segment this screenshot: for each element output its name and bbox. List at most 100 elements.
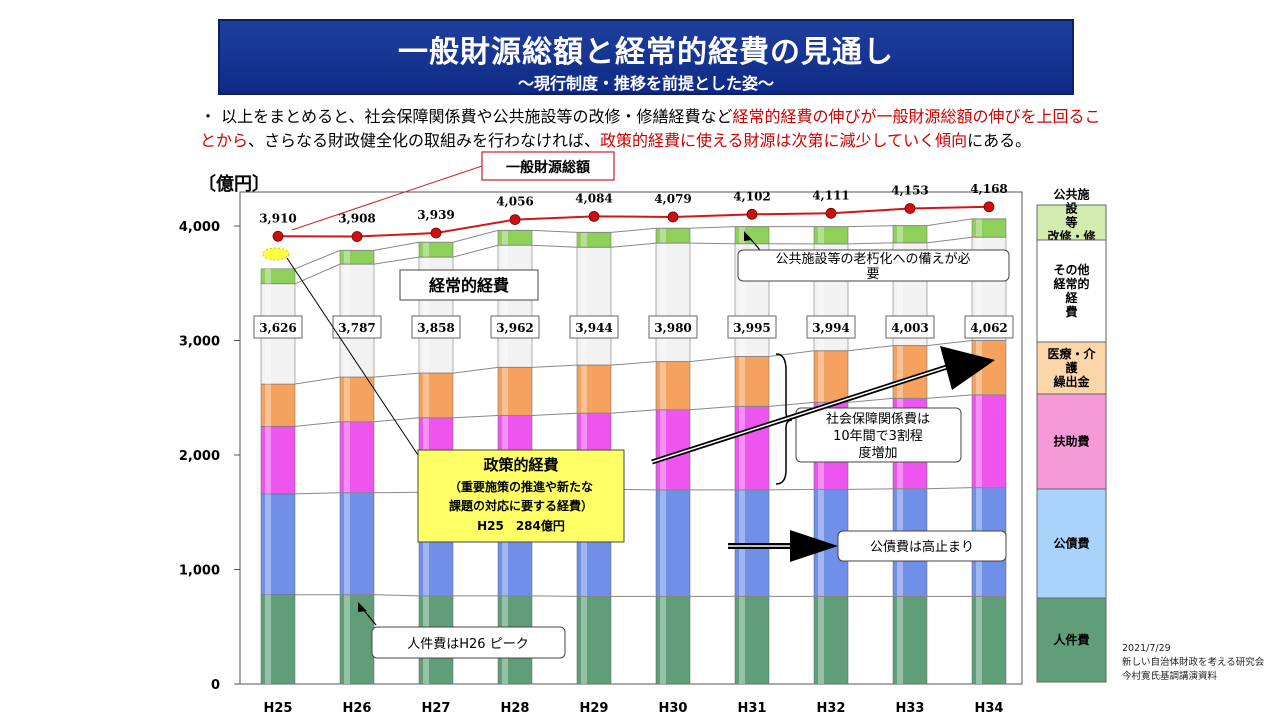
ippan-value-label: 4,079 (654, 192, 692, 206)
ippan-point (509, 214, 521, 225)
ippan-label-leader (291, 165, 483, 231)
keijo-total-box (411, 315, 461, 339)
bar-highlight (976, 237, 982, 341)
ippan-line (277, 205, 990, 238)
shakai-arrow-inner (651, 365, 951, 463)
bar-highlight (897, 345, 903, 399)
y-tick-label: 3,000 (179, 335, 220, 350)
bar-highlight (660, 596, 666, 684)
bar-segment (339, 594, 375, 685)
keijo-total-box (727, 315, 777, 339)
bar-segment (497, 244, 533, 368)
x-tick-label: H30 (659, 701, 688, 716)
x-tick-label: H27 (422, 701, 451, 716)
bar-segment (576, 247, 612, 366)
bar-segment (892, 596, 928, 685)
keijo-total-box (806, 315, 856, 339)
bar-segment (260, 383, 296, 427)
ippan-value-label: 4,102 (733, 189, 771, 203)
bar-highlight (660, 489, 666, 597)
x-tick-label: H26 (343, 701, 372, 716)
summary-part2: 経常的経費の伸びが一般財源総額の伸びを上回ることから (200, 107, 1101, 150)
summary-part3: 、さらなる財政健全化の取組みを行わなければ、 (248, 131, 601, 150)
bar-highlight (976, 394, 982, 488)
jinken-note: 人件費はH26 ピーク (407, 637, 528, 652)
x-tick-label: H32 (817, 701, 846, 716)
bar-highlight (660, 361, 666, 410)
ippan-point (904, 203, 916, 214)
ippan-point (667, 211, 679, 223)
footer-date: 2021/7/29 (1122, 643, 1171, 654)
keijo-label: 経常的経費 (429, 276, 509, 295)
x-tick-label: H28 (501, 701, 530, 716)
seisaku-leader (286, 257, 421, 459)
bar-segment (339, 492, 375, 595)
kousai-note: 公債費は高止まり (870, 539, 974, 555)
legend-swatch (1036, 239, 1107, 343)
x-tick-label: H31 (738, 701, 767, 716)
bar-segment (971, 394, 1007, 488)
legend-label-part: その他 (1053, 262, 1089, 277)
bar-highlight (502, 489, 508, 596)
legend-label-part: 等 (1064, 215, 1077, 230)
seisaku-line3: H25 284億円 (477, 518, 565, 533)
keijo-total-box (253, 315, 303, 339)
ippan-label: 一般財源総額 (506, 159, 590, 176)
unit-label: 〔億円〕 (198, 174, 270, 195)
legend-item: 人件費 (1036, 597, 1107, 683)
bar-stack-H26 (339, 250, 375, 685)
bar-highlight (739, 243, 745, 357)
ippan-point (746, 208, 758, 220)
ippan-value-label: 4,111 (812, 188, 850, 202)
bar-highlight (897, 596, 903, 684)
bar-highlight (344, 421, 350, 493)
legend-label-part: 医療・介 (1047, 346, 1096, 361)
ippan-point (983, 201, 995, 213)
bar-stack-H25 (260, 268, 296, 685)
legend-label-part: 人件費 (1053, 632, 1089, 647)
shakai-bracket (775, 353, 793, 485)
keijo-label-box (399, 269, 539, 301)
bar-highlight (739, 406, 745, 490)
summary-part5: にある。 (967, 131, 1032, 150)
seisaku-line2: 課題の対応に要する経費） (449, 498, 593, 513)
x-tick-label: H33 (896, 701, 925, 716)
bar-highlight (265, 594, 271, 684)
bar-highlight (818, 350, 824, 403)
ippan-value-label: 4,168 (970, 182, 1008, 196)
bar-highlight (897, 225, 903, 243)
bar-stack-H34 (971, 218, 1007, 685)
bar-highlight (344, 594, 350, 684)
bar-highlight (660, 409, 666, 490)
ippan-point (272, 230, 284, 242)
keijo-total-box (885, 315, 935, 339)
bar-highlight (423, 492, 429, 596)
ippan-value-label: 3,908 (338, 212, 376, 226)
shakai-arrow-head (940, 346, 995, 390)
summary-bullet: ・ (200, 107, 217, 126)
bar-segment (260, 493, 296, 595)
bar-segment (892, 345, 928, 399)
bar-segment (260, 268, 296, 285)
bar-segment (260, 594, 296, 685)
ippan-value-label: 4,056 (496, 195, 534, 209)
series-connector (294, 218, 1006, 270)
bar-highlight (344, 377, 350, 422)
series-connector (294, 340, 1006, 385)
bar-highlight (739, 226, 745, 244)
bar-stack-H31 (734, 226, 770, 685)
bar-highlight (897, 242, 903, 346)
bar-segment (655, 361, 691, 411)
bar-highlight (423, 242, 429, 258)
shakai-note-box (795, 407, 962, 463)
bar-highlight (818, 226, 824, 244)
bar-highlight (423, 257, 429, 374)
legend-label-part: 公債費 (1053, 536, 1089, 551)
bar-segment (655, 242, 691, 362)
keijo-total-label: 4,062 (970, 321, 1008, 335)
legend-swatch (1036, 597, 1107, 683)
x-tick-label: H34 (975, 701, 1004, 716)
bar-highlight (976, 596, 982, 684)
